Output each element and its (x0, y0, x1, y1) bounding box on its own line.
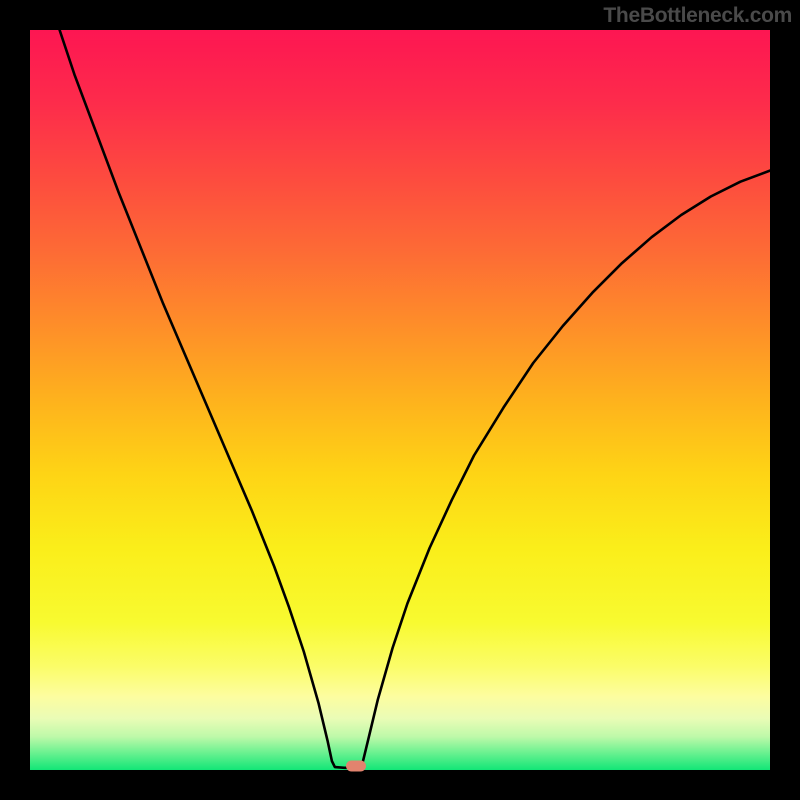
gradient-background (30, 30, 770, 770)
plot-outer-border (30, 30, 770, 770)
valley-marker (346, 760, 366, 771)
bottleneck-curve-chart (30, 30, 770, 770)
chart-frame: TheBottleneck.com (0, 0, 800, 800)
watermark-text: TheBottleneck.com (603, 4, 792, 28)
plot-area (30, 30, 770, 770)
